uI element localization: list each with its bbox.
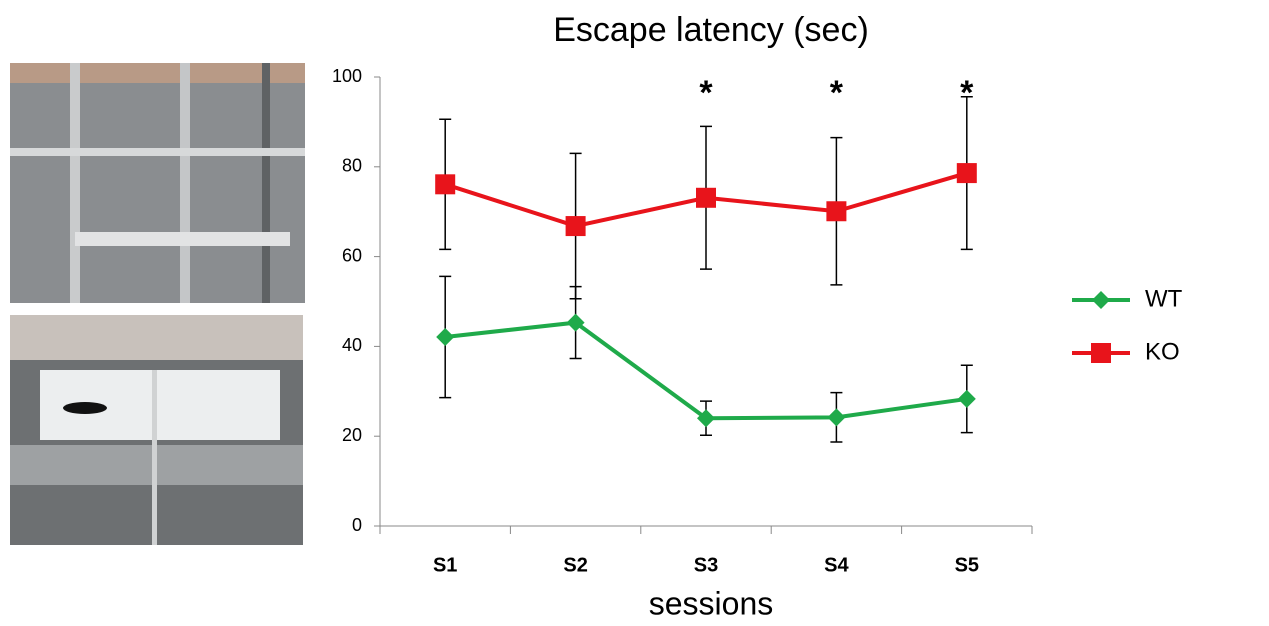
photo-ceiling <box>10 315 303 360</box>
legend-label: KO <box>1145 338 1180 365</box>
x-axis-label: sessions <box>649 585 774 621</box>
data-point <box>957 389 976 408</box>
photo-top <box>10 63 305 303</box>
significance-mark: * <box>960 74 974 112</box>
photo-wall <box>70 63 80 303</box>
chart-title: Escape latency (sec) <box>553 11 869 49</box>
y-tick-label: 100 <box>332 66 362 86</box>
photo-shelf <box>75 232 290 246</box>
x-tick-label: S3 <box>694 554 718 576</box>
data-point <box>826 201 847 222</box>
y-tick-label: 20 <box>342 425 362 445</box>
photo-wall <box>262 63 270 303</box>
significance-mark: * <box>699 74 713 112</box>
x-tick-label: S4 <box>824 554 849 576</box>
x-tick-label: S1 <box>433 554 457 576</box>
y-tick-label: 40 <box>342 335 362 355</box>
data-point <box>697 409 715 428</box>
photo-ceiling <box>10 63 305 83</box>
data-point <box>566 313 585 332</box>
x-tick-label: S5 <box>955 554 979 576</box>
y-tick-label: 0 <box>352 515 362 535</box>
photo-mouse <box>63 402 107 414</box>
data-point <box>827 408 846 427</box>
data-point <box>565 216 586 237</box>
legend-marker <box>1092 291 1110 309</box>
photo-wall <box>152 370 157 545</box>
legend-label: WT <box>1145 285 1183 312</box>
y-tick-label: 60 <box>342 245 362 265</box>
data-point <box>956 163 977 184</box>
x-tick-label: S2 <box>563 554 587 576</box>
legend-marker <box>1091 343 1111 363</box>
photo-shelf <box>10 148 305 156</box>
data-point <box>436 327 455 346</box>
data-point <box>696 187 716 208</box>
significance-mark: * <box>830 74 844 112</box>
photo-wall <box>180 63 190 303</box>
data-point <box>435 174 456 195</box>
photos <box>10 63 305 545</box>
y-tick-label: 80 <box>342 156 362 176</box>
